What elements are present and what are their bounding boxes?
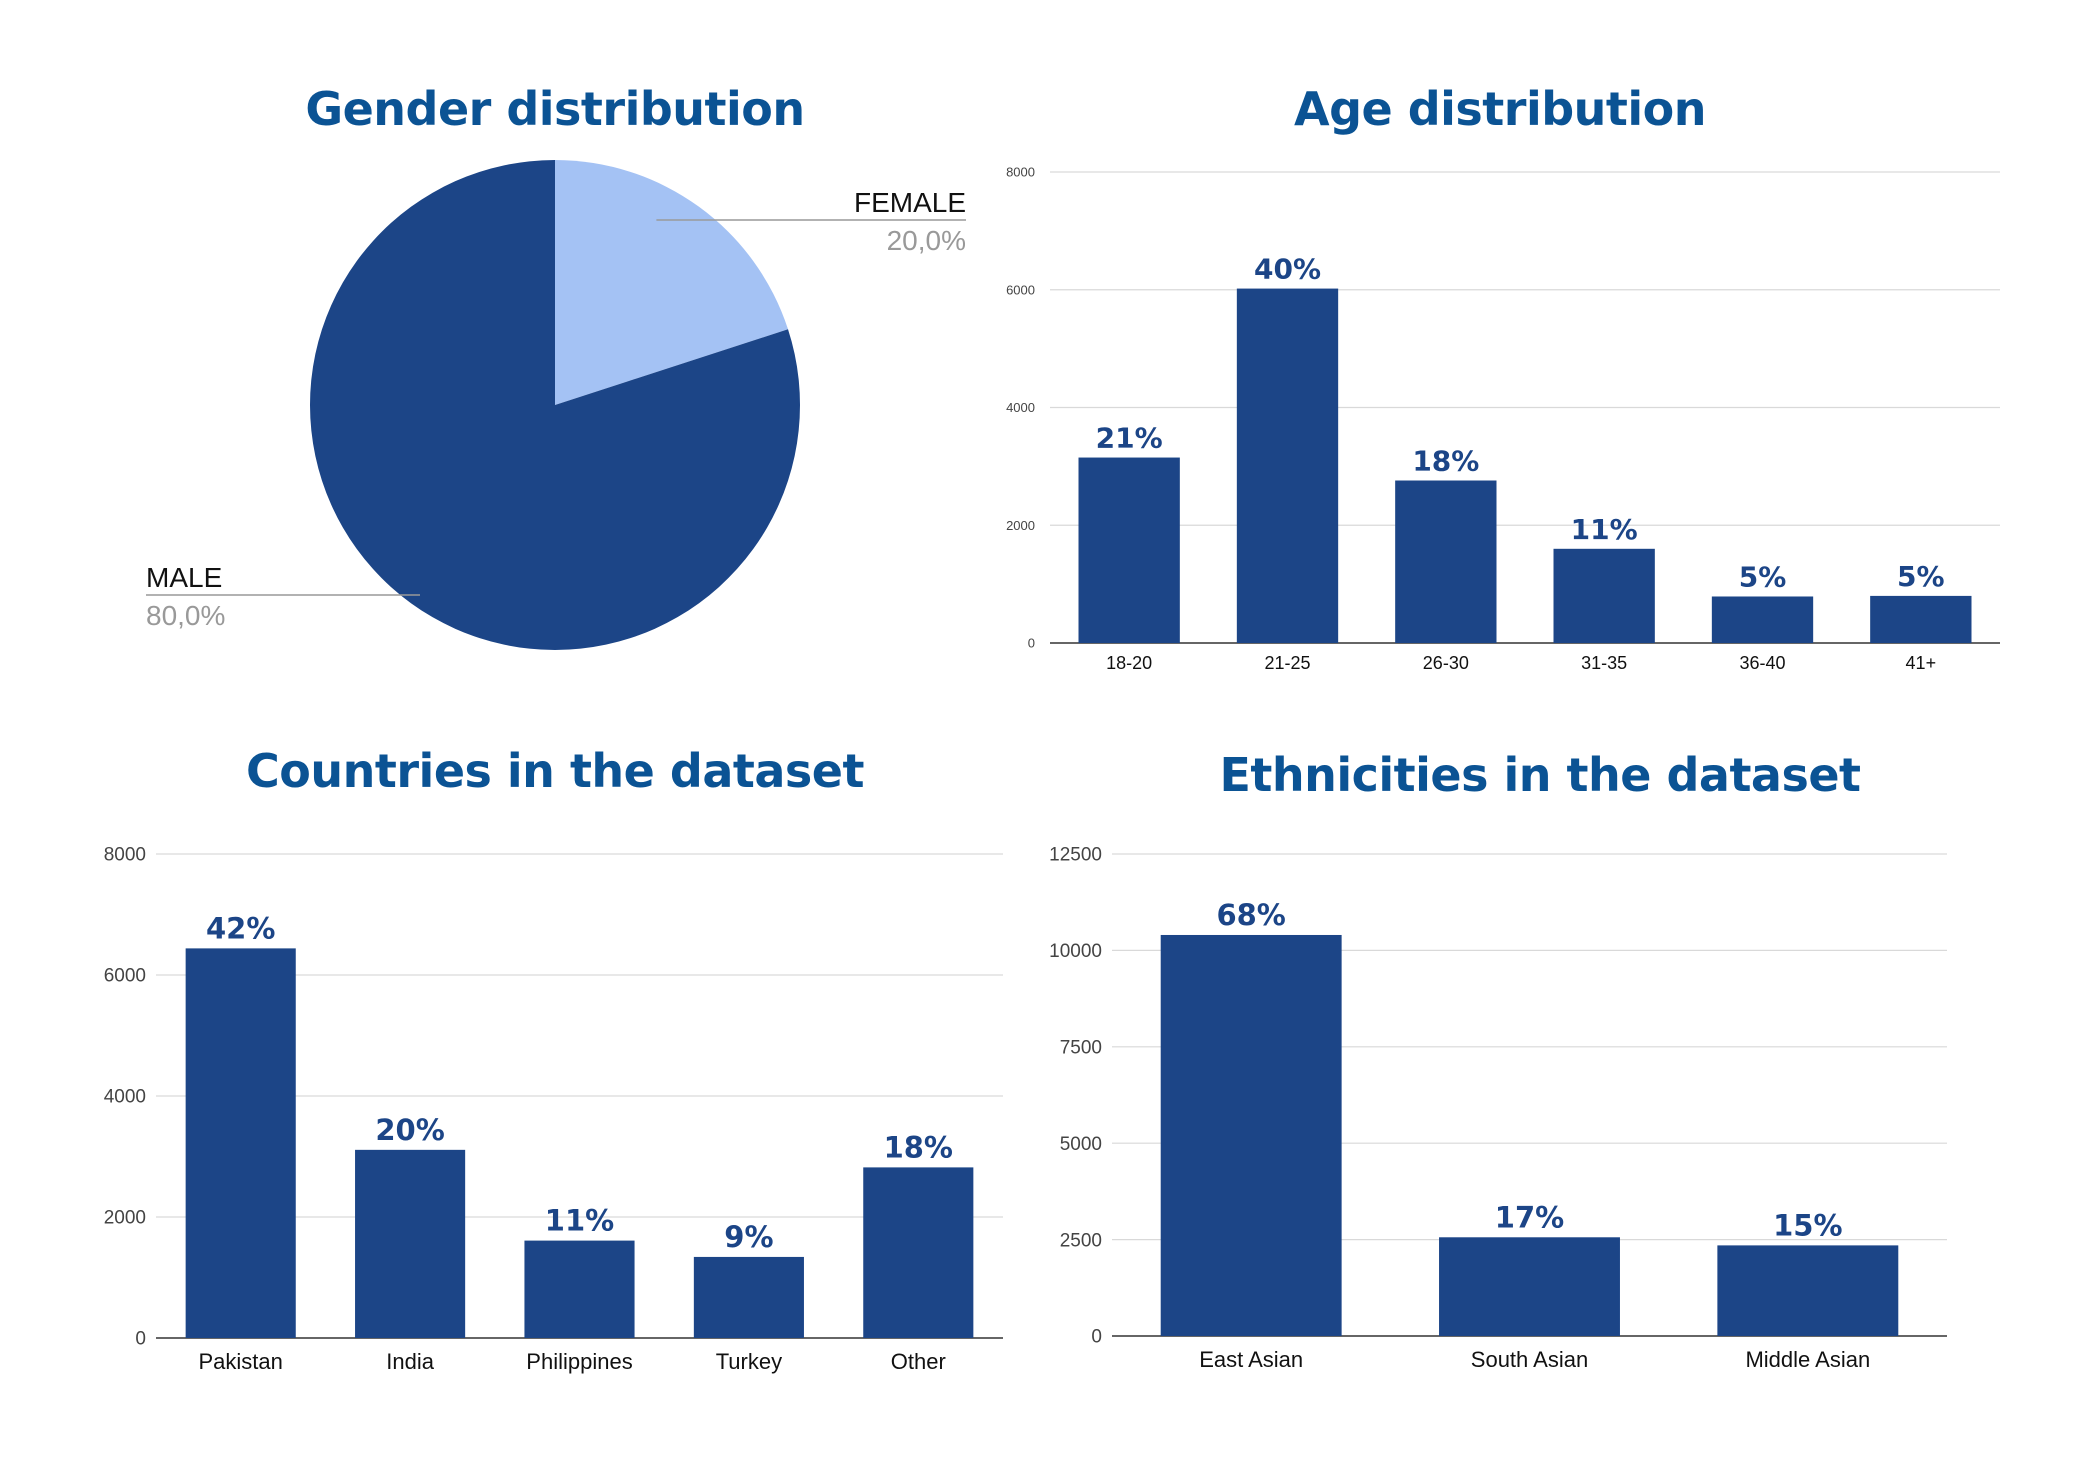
gender-chart-title: Gender distribution (305, 82, 805, 136)
gender-pie-chart: FEMALE 20,0% MALE 80,0% (146, 159, 966, 650)
age-chart-title: Age distribution (1293, 82, 1707, 136)
age-xtick-26-30: 26-30 (1423, 653, 1469, 673)
pie-label-male: MALE (146, 562, 222, 593)
age-xtick-41: 41+ (1906, 653, 1937, 673)
countries-bar-chart: 0 2000 4000 6000 8000 42% Pakistan 20% India 11% P… (104, 845, 1003, 1374)
ethnicities-ytick-10000: 10000 (1049, 941, 1102, 962)
ethnicities-bar-east-asian (1160, 934, 1342, 1336)
countries-xtick-pakistan: Pakistan (199, 1349, 283, 1374)
countries-data-label-pakistan: 42% (206, 911, 275, 945)
ethnicities-chart-title: Ethnicities in the dataset (1219, 748, 1861, 802)
countries-xtick-other: Other (891, 1349, 946, 1374)
ethnicities-bar-middle-asian (1717, 1245, 1899, 1336)
countries-ytick-0: 0 (135, 1329, 146, 1350)
ethnicities-ytick-7500: 7500 (1060, 1037, 1102, 1058)
ethnicities-xtick-middle-asian: Middle Asian (1745, 1347, 1870, 1372)
ethnicities-ytick-0: 0 (1091, 1327, 1102, 1348)
age-data-label-36-40: 5% (1739, 560, 1787, 593)
age-ytick-8000: 8000 (1006, 165, 1035, 180)
age-data-label-31-35: 11% (1571, 513, 1638, 546)
countries-bar-india (355, 1149, 466, 1338)
ethnicities-ytick-2500: 2500 (1060, 1230, 1102, 1251)
age-xtick-21-25: 21-25 (1264, 653, 1310, 673)
countries-bar-other (863, 1167, 974, 1338)
ethnicities-data-label-middle-asian: 15% (1773, 1208, 1842, 1242)
age-ytick-4000: 4000 (1006, 400, 1035, 415)
age-bar-36-40 (1711, 596, 1814, 643)
countries-xtick-philippines: Philippines (526, 1349, 632, 1374)
age-data-label-21-25: 40% (1254, 253, 1321, 286)
countries-data-label-india: 20% (375, 1113, 444, 1147)
countries-data-label-turkey: 9% (724, 1220, 773, 1254)
ethnicities-chart-panel: Ethnicities in the dataset 0 2500 5000 7500… (0, 700, 2081, 1480)
countries-data-label-philippines: 11% (545, 1204, 614, 1238)
countries-xtick-turkey: Turkey (716, 1349, 782, 1374)
age-data-label-26-30: 18% (1412, 445, 1479, 478)
age-ytick-0: 0 (1028, 636, 1035, 651)
age-xtick-31-35: 31-35 (1581, 653, 1627, 673)
age-xtick-36-40: 36-40 (1739, 653, 1785, 673)
ethnicities-data-label-south-asian: 17% (1495, 1200, 1564, 1234)
countries-ytick-8000: 8000 (104, 845, 146, 866)
age-data-label-18-20: 21% (1096, 422, 1163, 455)
ethnicities-ytick-5000: 5000 (1060, 1134, 1102, 1155)
gender-chart-panel: Gender distribution FEMALE 20,0% MALE 80,0% (0, 0, 1040, 700)
age-bar-chart: 0 2000 4000 6000 8000 21% 18-20 40% 21-25 18% 26-3… (1006, 165, 2000, 673)
ethnicities-ytick-12500: 12500 (1049, 845, 1102, 866)
ethnicities-bar-chart: 0 2500 5000 7500 10000 12500 68% East Asian 17% S… (1049, 845, 1947, 1372)
pie-slice-male (309, 159, 800, 650)
countries-bar-turkey (693, 1256, 804, 1338)
ethnicities-xtick-east-asian: East Asian (1199, 1347, 1303, 1372)
countries-bar-pakistan (185, 948, 296, 1338)
countries-bar-philippines (524, 1240, 635, 1338)
countries-ytick-2000: 2000 (104, 1208, 146, 1229)
countries-ytick-6000: 6000 (104, 966, 146, 987)
countries-chart-title: Countries in the dataset (246, 744, 864, 798)
age-bar-26-30 (1395, 480, 1497, 643)
pie-slice-female (555, 160, 789, 405)
countries-xtick-india: India (386, 1349, 434, 1374)
age-xtick-18-20: 18-20 (1106, 653, 1152, 673)
countries-ytick-4000: 4000 (104, 1087, 146, 1108)
age-ytick-6000: 6000 (1006, 282, 1035, 297)
pie-label-female: FEMALE (854, 187, 966, 218)
ethnicities-xtick-south-asian: South Asian (1471, 1347, 1588, 1372)
age-bar-41 (1870, 595, 1972, 643)
pie-value-male: 80,0% (146, 600, 225, 631)
age-bar-21-25 (1236, 288, 1339, 643)
age-data-label-41: 5% (1897, 560, 1945, 593)
age-chart-panel: Age distribution 0 2000 4000 6000 8000 21% 18-… (0, 0, 2081, 700)
ethnicities-data-label-east-asian: 68% (1216, 898, 1285, 932)
age-bar-18-20 (1078, 457, 1180, 643)
age-ytick-2000: 2000 (1006, 518, 1035, 533)
countries-data-label-other: 18% (884, 1130, 953, 1164)
countries-chart-panel: Countries in the dataset 0 2000 4000 6000 80… (0, 700, 1040, 1480)
pie-value-female: 20,0% (887, 225, 966, 256)
age-bar-31-35 (1553, 548, 1655, 643)
ethnicities-bar-south-asian (1439, 1237, 1620, 1336)
